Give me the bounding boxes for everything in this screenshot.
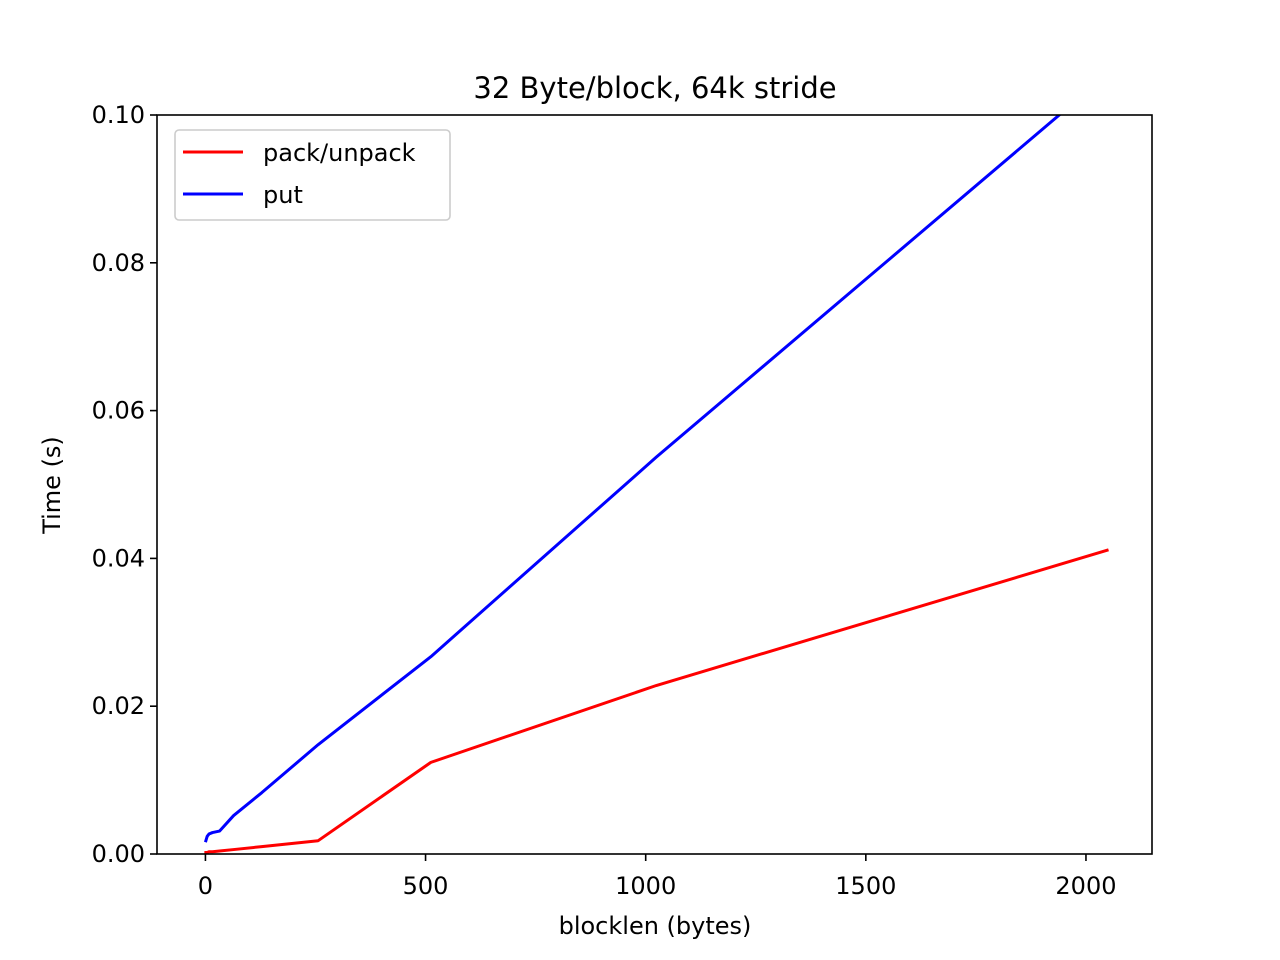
legend-label-put: put bbox=[263, 181, 303, 209]
y-tick-label: 0.10 bbox=[92, 101, 145, 129]
x-tick-label: 500 bbox=[403, 872, 449, 900]
plot-area bbox=[157, 115, 1152, 854]
y-axis: 0.00 0.02 0.04 0.06 0.08 0.10 bbox=[92, 101, 157, 868]
y-axis-label: Time (s) bbox=[38, 436, 66, 535]
series-line-put bbox=[204, 115, 1062, 843]
y-tick-label: 0.00 bbox=[92, 840, 145, 868]
x-axis-label: blocklen (bytes) bbox=[559, 912, 752, 940]
legend-box bbox=[174, 129, 451, 221]
series-layer bbox=[204, 115, 1109, 854]
legend-label-pack-unpack: pack/unpack bbox=[263, 139, 416, 167]
y-tick-label: 0.06 bbox=[92, 397, 145, 425]
chart-title: 32 Byte/block, 64k stride bbox=[473, 71, 836, 105]
x-tick-label: 2000 bbox=[1055, 872, 1116, 900]
x-tick-label: 0 bbox=[198, 872, 213, 900]
y-tick-label: 0.02 bbox=[92, 692, 145, 720]
y-tick-label: 0.08 bbox=[92, 249, 145, 277]
x-tick-label: 1000 bbox=[615, 872, 676, 900]
legend: pack/unpack put bbox=[174, 129, 451, 221]
x-tick-label: 1500 bbox=[835, 872, 896, 900]
plot-frame bbox=[156, 114, 1153, 855]
y-tick-label: 0.04 bbox=[92, 544, 145, 572]
x-axis: 0 500 1000 1500 2000 bbox=[198, 854, 1116, 900]
series-line-pack-unpack bbox=[204, 548, 1109, 854]
